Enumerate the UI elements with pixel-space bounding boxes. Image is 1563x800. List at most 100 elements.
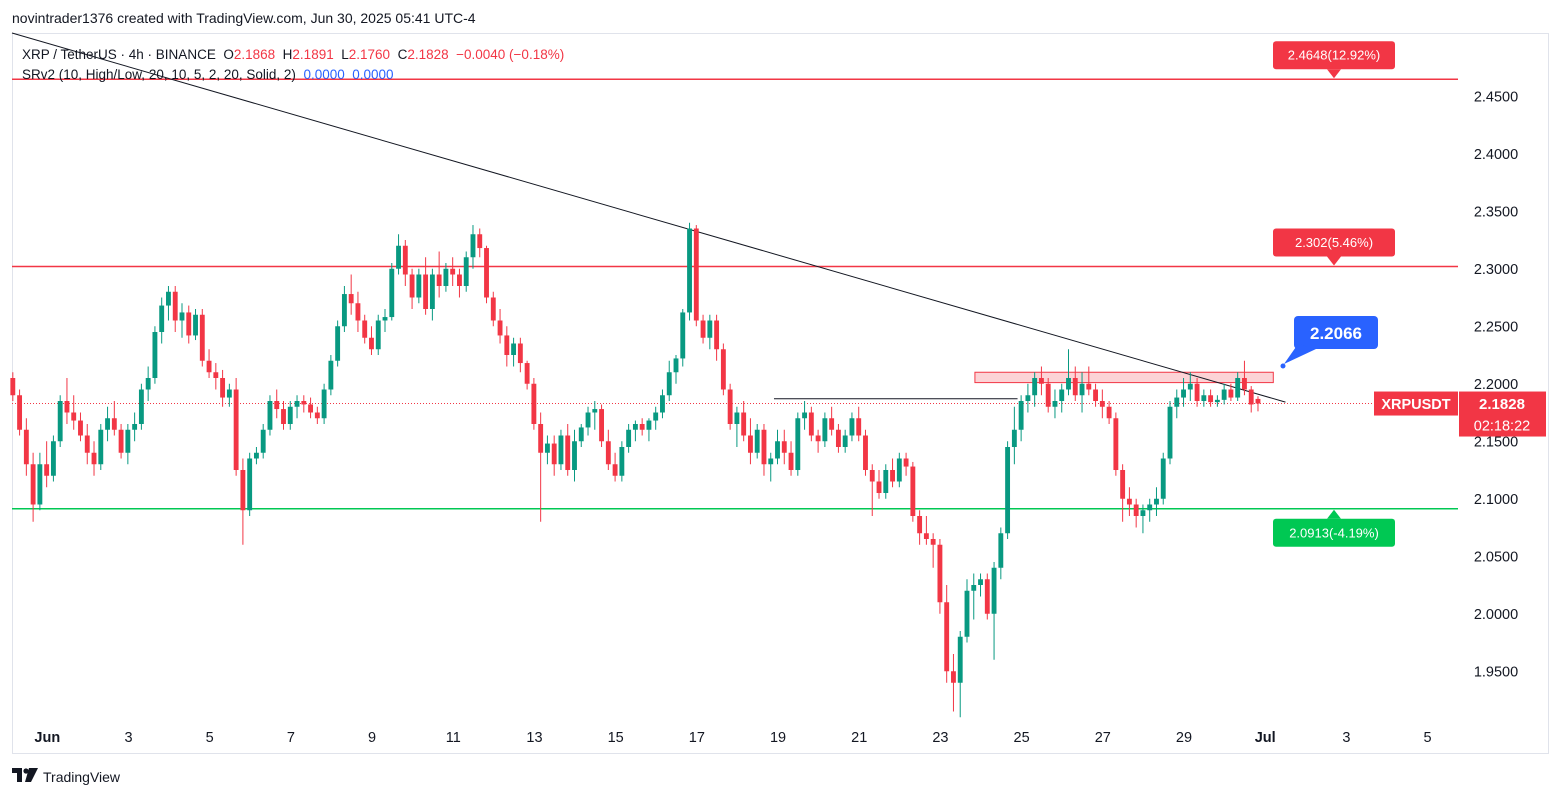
candle-body	[1140, 510, 1146, 516]
candle	[951, 654, 956, 712]
candle-body	[1174, 397, 1180, 407]
candle-body	[1214, 399, 1220, 403]
candle-body	[132, 424, 138, 430]
candle	[423, 257, 429, 315]
candle-body	[572, 441, 577, 470]
candle	[511, 337, 517, 367]
candle-body	[281, 409, 286, 424]
candle	[599, 404, 604, 447]
candle	[477, 228, 483, 258]
candle-body	[396, 245, 401, 269]
candle	[937, 539, 943, 614]
candle	[375, 314, 381, 355]
candle-body	[700, 320, 706, 338]
candle-body	[463, 257, 469, 286]
candle-body	[863, 435, 868, 470]
support-label-box	[1273, 518, 1395, 547]
candle	[78, 412, 83, 442]
candle-body	[849, 418, 855, 436]
resistance-lower-label: 2.302(5.46%)	[1273, 228, 1395, 266]
candle-body	[105, 418, 110, 430]
candle	[213, 363, 219, 390]
candle	[741, 401, 747, 442]
candle	[1167, 401, 1173, 465]
candle	[186, 305, 192, 344]
candle-body	[978, 579, 983, 585]
candle-body	[1099, 401, 1105, 407]
candle-body	[781, 441, 787, 453]
candle	[781, 429, 787, 465]
y-tick-label: 2.0000	[1474, 607, 1518, 623]
candle-body	[78, 420, 83, 436]
trendline-layer	[11, 32, 1458, 405]
candle-body	[538, 424, 544, 453]
candle-body	[1242, 378, 1247, 390]
candle	[639, 418, 645, 436]
candle	[666, 360, 672, 401]
candle-body	[1052, 401, 1058, 407]
candle	[57, 395, 63, 447]
supply-zone	[974, 371, 1274, 384]
candle	[1005, 441, 1011, 539]
candle	[382, 309, 388, 332]
y-tick-label: 2.3500	[1474, 204, 1518, 220]
candle	[1133, 498, 1139, 528]
candle	[1072, 366, 1078, 401]
candle-body	[369, 337, 374, 350]
candle-body	[727, 389, 733, 424]
candle-body	[619, 447, 625, 476]
candle-body	[416, 274, 422, 298]
candle-body	[524, 363, 530, 384]
candle-body	[565, 435, 571, 470]
tradingview-brand[interactable]: TradingView	[12, 768, 120, 786]
open-value: 2.1868	[233, 47, 276, 62]
candle-body	[484, 248, 489, 298]
candle-body	[842, 435, 848, 447]
candle	[917, 510, 923, 545]
overlay-labels: 2.4648(12.92%) 2.302(5.46%) 2.0913(-4.19%)…	[1273, 41, 1395, 547]
candle-body	[186, 312, 192, 336]
close-label: C	[397, 47, 408, 62]
target-label-pointer	[1284, 344, 1316, 364]
indicator-row[interactable]: SRv2 (10, High/Low, 20, 10, 5, 2, 20, So…	[22, 65, 564, 85]
symbol-name[interactable]: XRP / TetherUS · 4h · BINANCE	[22, 47, 216, 62]
candle-body	[734, 412, 740, 424]
candle	[565, 424, 571, 476]
candle-body	[179, 312, 185, 321]
candle-body	[1201, 395, 1207, 401]
candle	[802, 401, 808, 430]
candle-body	[389, 268, 395, 318]
candle-body	[1187, 383, 1193, 390]
candle	[910, 461, 916, 522]
candle-body	[923, 533, 929, 539]
candle-body	[714, 320, 720, 350]
candle-body	[145, 378, 151, 390]
candle-body	[1160, 458, 1166, 499]
candle	[402, 240, 408, 286]
candle	[470, 225, 476, 269]
candle-body	[1147, 504, 1153, 511]
candle	[23, 418, 29, 476]
candle	[687, 222, 692, 321]
candle	[1106, 401, 1112, 424]
indicator-name[interactable]: SRv2 (10, High/Low, 20, 10, 5, 2, 20, So…	[22, 67, 296, 82]
candle	[281, 401, 286, 430]
candle-body	[673, 358, 679, 373]
candle	[490, 291, 496, 327]
candle-body	[37, 464, 43, 505]
y-tick-label: 2.4000	[1474, 147, 1518, 163]
candle-body	[71, 412, 77, 421]
candle	[1174, 389, 1180, 419]
candle	[1120, 464, 1126, 522]
candle	[44, 441, 50, 488]
candle	[700, 314, 706, 344]
candle-body	[1059, 389, 1065, 401]
candle	[680, 309, 686, 367]
candle-body	[808, 412, 814, 436]
candle-body	[531, 383, 537, 424]
candle-body	[314, 412, 320, 419]
candle-body	[666, 372, 672, 396]
candle-body	[903, 458, 909, 467]
candle	[396, 234, 401, 275]
